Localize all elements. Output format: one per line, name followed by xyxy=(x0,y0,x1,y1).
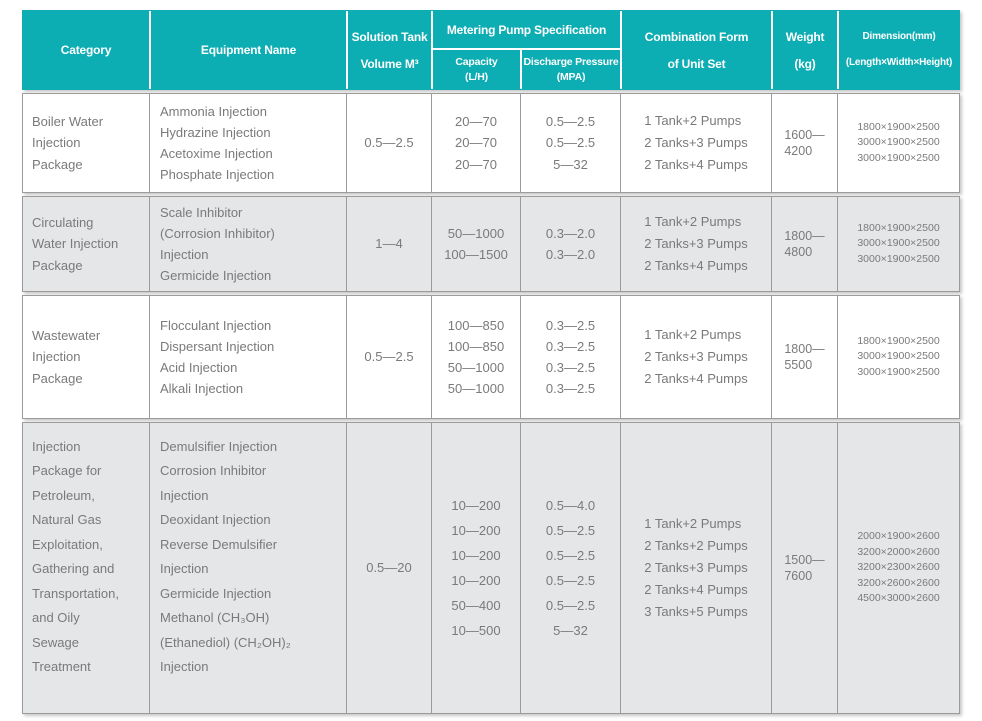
equipment-cell: Flocculant Injection Dispersant Injection… xyxy=(149,296,346,418)
category-cell: Boiler Water Injection Package xyxy=(32,114,104,172)
pressure-cell: 0.3—2.0 0.3—2.0 xyxy=(520,197,620,291)
header-category: Category xyxy=(23,11,149,89)
weight-cell: 1600— 4200 xyxy=(771,94,837,192)
header-equipment-label: Equipment Name xyxy=(200,43,297,57)
combination-lines: 1 Tank+2 Pumps 2 Tanks+3 Pumps 2 Tanks+4 P… xyxy=(644,112,748,173)
header-weight: Weight (kg) xyxy=(771,11,837,89)
combination-cell: 1 Tank+2 Pumps 2 Tanks+3 Pumps 2 Tanks+4 P… xyxy=(620,197,771,291)
header-solution-tank: Solution Tank Volume M³ xyxy=(346,11,431,89)
weight-lines: 1600— 4200 xyxy=(784,127,825,158)
header-solution-tank-line2: Volume M³ xyxy=(360,56,419,71)
weight-cell: 1800— 4800 xyxy=(771,197,837,291)
table-row-petroleum: Injection Package for Petroleum, Natural Ga… xyxy=(22,422,960,714)
header-capacity-line1: Capacity xyxy=(455,56,498,69)
header-solution-tank-line1: Solution Tank xyxy=(351,29,428,44)
header-weight-line1: Weight xyxy=(785,29,825,44)
header-category-label: Category xyxy=(60,43,112,57)
weight-lines: 1800— 5500 xyxy=(784,341,825,372)
table-header-row: Category Equipment Name Solution Tank Vo… xyxy=(22,10,960,90)
category-cell: Injection Package for Petroleum, Natural Ga… xyxy=(32,439,119,674)
capacity-cell: 100—850 100—850 50—1000 50—1000 xyxy=(431,296,520,418)
combination-lines: 1 Tank+2 Pumps 2 Tanks+3 Pumps 2 Tanks+4 P… xyxy=(644,213,748,274)
header-combination-form: Combination Form of Unit Set xyxy=(620,11,771,89)
header-pressure-line1: Discharge Pressure xyxy=(523,56,619,69)
tank-volume-cell: 0.5—2.5 xyxy=(346,94,431,192)
tank-volume-cell: 1—4 xyxy=(346,197,431,291)
header-pump-spec: Metering Pump Specification xyxy=(431,11,620,48)
tank-volume-cell: 0.5—2.5 xyxy=(346,296,431,418)
combination-lines: 1 Tank+2 Pumps 2 Tanks+3 Pumps 2 Tanks+4 P… xyxy=(644,326,748,387)
spec-table: Category Equipment Name Solution Tank Vo… xyxy=(22,10,960,717)
pressure-cell: 0.3—2.5 0.3—2.5 0.3—2.5 0.3—2.5 xyxy=(520,296,620,418)
capacity-cell: 10—200 10—200 10—200 10—200 50—400 10—500 xyxy=(431,423,520,713)
header-weight-line2: (kg) xyxy=(794,56,816,71)
header-discharge-pressure: Discharge Pressure (MPA) xyxy=(520,48,620,89)
weight-lines: 1800— 4800 xyxy=(784,228,825,259)
equipment-cell: Demulsifier Injection Corrosion Inhibitor… xyxy=(149,423,346,713)
table-row-circulating-water: Circulating Water Injection Package Scale… xyxy=(22,196,960,292)
dimension-lines: 2000×1900×2600 3200×2000×2600 3200×2300×26… xyxy=(857,530,940,605)
dimension-cell: 1800×1900×2500 3000×1900×2500 3000×1900×25… xyxy=(837,94,959,192)
dimension-cell: 1800×1900×2500 3000×1900×2500 3000×1900×25… xyxy=(837,296,959,418)
header-pump-spec-label: Metering Pump Specification xyxy=(446,22,607,37)
header-pressure-line2: (MPA) xyxy=(556,70,586,83)
dimension-cell: 2000×1900×2600 3200×2000×2600 3200×2300×26… xyxy=(837,423,959,713)
header-capacity: Capacity (L/H) xyxy=(431,48,520,89)
header-combination-line2: of Unit Set xyxy=(667,56,726,71)
capacity-cell: 20—70 20—70 20—70 xyxy=(431,94,520,192)
category-cell: Circulating Water Injection Package xyxy=(32,215,119,273)
table-row-wastewater: Wastewater Injection Package Flocculant In… xyxy=(22,295,960,419)
combination-cell: 1 Tank+2 Pumps 2 Tanks+3 Pumps 2 Tanks+4 P… xyxy=(620,94,771,192)
tank-volume-cell: 0.5—20 xyxy=(346,423,431,713)
weight-cell: 1500— 7600 xyxy=(771,423,837,713)
table-row-boiler-water: Boiler Water Injection Package Ammonia Inj… xyxy=(22,93,960,193)
dimension-lines: 1800×1900×2500 3000×1900×2500 3000×1900×25… xyxy=(857,221,940,265)
header-dimension: Dimension(mm) (Length×Width×Height) xyxy=(837,11,959,89)
weight-lines: 1500— 7600 xyxy=(784,552,825,583)
dimension-cell: 1800×1900×2500 3000×1900×2500 3000×1900×25… xyxy=(837,197,959,291)
equipment-cell: Scale Inhibitor (Corrosion Inhibitor) In… xyxy=(149,197,346,291)
combination-cell: 1 Tank+2 Pumps 2 Tanks+3 Pumps 2 Tanks+4 P… xyxy=(620,296,771,418)
pressure-cell: 0.5—2.5 0.5—2.5 5—32 xyxy=(520,94,620,192)
equipment-cell: Ammonia Injection Hydrazine Injection Acet… xyxy=(149,94,346,192)
header-equipment-name: Equipment Name xyxy=(149,11,346,89)
category-cell: Wastewater Injection Package xyxy=(32,328,101,386)
header-dimension-line2: (Length×Width×Height) xyxy=(845,57,953,68)
weight-cell: 1800— 5500 xyxy=(771,296,837,418)
header-dimension-line1: Dimension(mm) xyxy=(862,31,936,42)
dimension-lines: 1800×1900×2500 3000×1900×2500 3000×1900×25… xyxy=(857,334,940,378)
capacity-cell: 50—1000 100—1500 xyxy=(431,197,520,291)
combination-cell: 1 Tank+2 Pumps 2 Tanks+2 Pumps 2 Tanks+3 P… xyxy=(620,423,771,713)
pressure-cell: 0.5—4.0 0.5—2.5 0.5—2.5 0.5—2.5 0.5—2.5 5—32 xyxy=(520,423,620,713)
dimension-lines: 1800×1900×2500 3000×1900×2500 3000×1900×25… xyxy=(857,120,940,164)
header-combination-line1: Combination Form xyxy=(644,29,749,44)
header-capacity-line2: (L/H) xyxy=(465,70,488,83)
combination-lines: 1 Tank+2 Pumps 2 Tanks+2 Pumps 2 Tanks+3 P… xyxy=(644,515,748,620)
